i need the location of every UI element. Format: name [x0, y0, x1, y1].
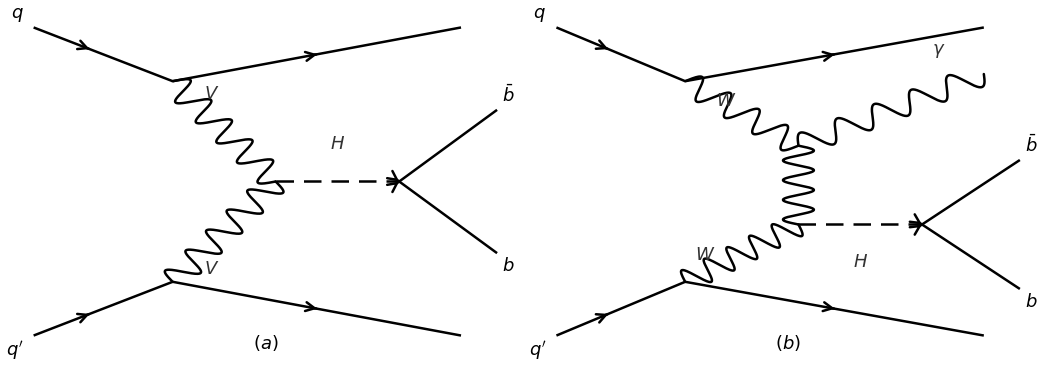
- Text: $\bar{b}$: $\bar{b}$: [1025, 135, 1038, 156]
- Text: $q'$: $q'$: [6, 339, 23, 362]
- Text: $q$: $q$: [533, 6, 547, 24]
- Text: $q$: $q$: [10, 6, 23, 24]
- Text: $q'$: $q'$: [529, 339, 547, 362]
- Text: $\gamma$: $\gamma$: [932, 42, 945, 60]
- Text: $(a)$: $(a)$: [252, 333, 279, 353]
- Text: $b$: $b$: [503, 257, 515, 275]
- Text: $b$: $b$: [1025, 293, 1038, 311]
- Text: $W$: $W$: [716, 92, 736, 110]
- Text: $H$: $H$: [852, 253, 868, 271]
- Text: $\bar{b}$: $\bar{b}$: [503, 85, 515, 106]
- Text: $H$: $H$: [330, 135, 344, 153]
- Text: $(b)$: $(b)$: [775, 333, 801, 353]
- Text: $V$: $V$: [203, 260, 219, 278]
- Text: $V$: $V$: [203, 85, 219, 103]
- Text: $W$: $W$: [695, 246, 716, 264]
